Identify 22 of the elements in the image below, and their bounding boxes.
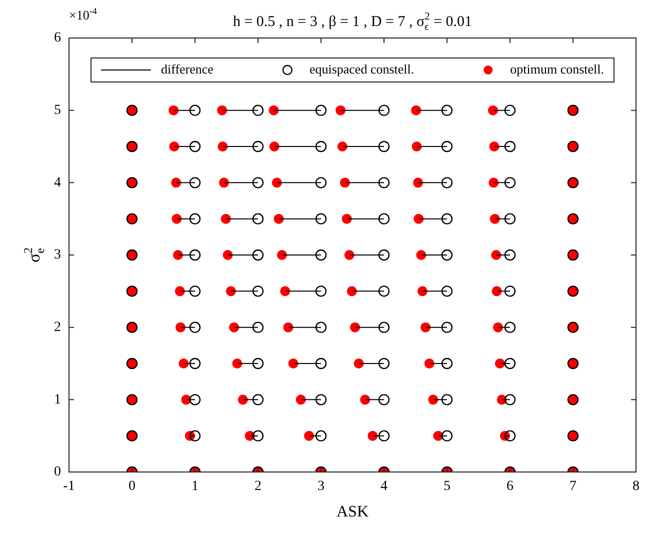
x-tick-label: 5 [444,479,450,494]
legend-label: difference [161,61,214,76]
x-tick-label: 3 [318,479,324,494]
y-tick-label: 6 [54,30,61,46]
x-tick-label: 6 [506,479,514,494]
x-tick-label: 1 [192,479,198,494]
y-tick-label: 4 [54,175,61,190]
x-tick-label: 4 [380,479,388,494]
y-tick-label: 5 [54,103,61,118]
y-tick-label: 2 [54,320,61,336]
x-tick-label: 0 [128,479,136,494]
x-tick-label: -1 [63,479,75,494]
legend-label: optimum constell. [510,61,604,76]
y-tick-label: 1 [54,392,61,408]
x-axis-title: ASK [336,504,369,521]
x-tick-label: 2 [254,479,262,494]
y-tick-label: 3 [54,248,61,263]
y-axis-title: σ2e [21,247,48,263]
y-tick-label: 0 [54,464,61,480]
legend-label: equispaced constell. [309,61,414,76]
x-tick-label: 7 [570,479,576,494]
x-tick-label: 8 [632,479,640,494]
